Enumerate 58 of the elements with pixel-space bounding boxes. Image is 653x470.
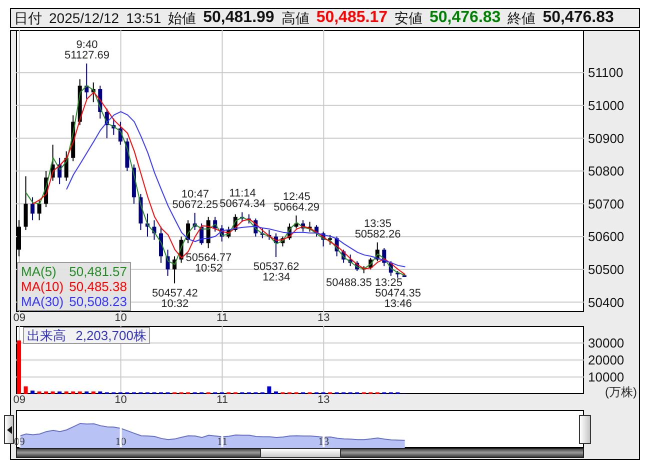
candlestick	[159, 226, 163, 264]
bar	[78, 391, 82, 394]
text: MA(10) 50,485.38	[21, 279, 127, 294]
bar	[71, 391, 76, 394]
x-tick-label: 10	[114, 394, 127, 406]
y-tick-label: 10000	[588, 370, 624, 385]
annotation: 9:40 51127.69	[64, 39, 110, 62]
x-tick-label: 11	[216, 312, 228, 324]
y-tick-label: 51000	[588, 98, 624, 114]
x-tick-label: 13	[318, 394, 330, 406]
candlestick	[328, 234, 332, 246]
bar	[274, 391, 278, 394]
bar	[91, 391, 96, 394]
annotation: 50537.62 12:34	[253, 261, 300, 284]
text: MA(5) 50,481.57	[21, 264, 127, 279]
y-tick-label: 30000	[588, 336, 624, 351]
annotation: 13:35 50582.26	[354, 218, 401, 240]
candlestick	[30, 196, 35, 221]
candlestick	[37, 200, 42, 221]
y-tick-label: 20000	[588, 352, 624, 368]
x-tick-label: 10	[114, 312, 127, 324]
bar	[50, 391, 55, 394]
bar	[98, 391, 102, 394]
candlestick	[24, 176, 28, 231]
bar	[37, 391, 42, 394]
annotation: 12:45 50664.29	[274, 191, 320, 214]
y-axis-title: (万株)	[604, 385, 637, 399]
annotation: 50474.35 13:46	[375, 288, 421, 310]
x-tick-label: 09	[13, 312, 26, 324]
y-tick-label: 50900	[588, 130, 624, 146]
x-tick-label: 11	[216, 394, 228, 406]
annotation: 50488.35 13:25	[326, 277, 402, 290]
annotation: 50564.77 10:52	[186, 252, 232, 275]
annotation: 10:47 50672.25	[172, 188, 218, 211]
bar	[24, 386, 28, 394]
bar	[58, 391, 62, 394]
y-tick-label: 50700	[588, 196, 624, 212]
x-tick-label: 13	[318, 312, 330, 324]
chart-title: 出来高 2,203,700株	[23, 327, 150, 344]
annotation: 50457.42 10:32	[152, 287, 198, 310]
chart-title: 日付 2025/12/12 13:51 始値 50,481.99 高値 50,485.17 安値 50,476.83 終値 50,476.83	[14, 9, 614, 26]
x-tick-label: 13	[318, 436, 330, 448]
x-tick-label: 11	[216, 436, 228, 448]
annotation: 11:14 50674.34	[220, 188, 266, 210]
y-tick-label: 50600	[588, 229, 624, 244]
bar	[267, 386, 272, 394]
y-tick-label: 50400	[588, 294, 624, 310]
bar	[64, 391, 68, 394]
x-tick-label: 10	[115, 436, 127, 448]
bar	[30, 390, 35, 394]
text: MA(30) 50,508.23	[21, 294, 127, 309]
bar	[17, 340, 21, 394]
y-tick-label: 50500	[588, 262, 624, 277]
bar	[84, 391, 89, 394]
x-tick-label: 09	[13, 394, 26, 406]
y-tick-label: 50800	[588, 164, 624, 179]
bar	[44, 391, 48, 394]
y-tick-label: 51100	[588, 65, 624, 80]
